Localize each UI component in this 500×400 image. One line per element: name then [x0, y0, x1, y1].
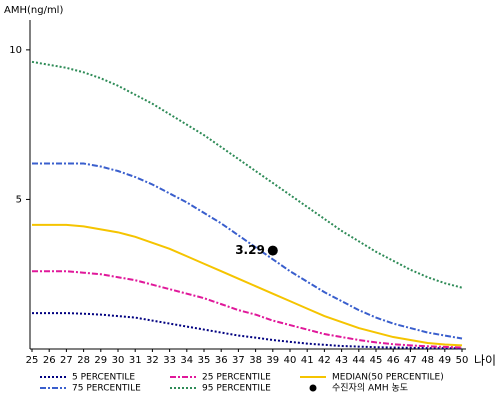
legend-label: 25 PERCENTILE [202, 373, 271, 383]
x-tick-label: 36 [215, 355, 228, 366]
x-tick-label: 31 [129, 355, 142, 366]
series-line [32, 162, 463, 340]
x-tick-label: 35 [198, 355, 211, 366]
x-tick-label: 34 [180, 355, 193, 366]
x-tick-label: 47 [404, 355, 417, 366]
x-tick-label: 28 [77, 355, 90, 366]
series-line [32, 312, 463, 350]
x-tick-label: 38 [249, 355, 262, 366]
series-line [31, 60, 463, 289]
x-tick-label: 45 [370, 355, 383, 366]
x-tick-label: 44 [352, 355, 365, 366]
patient-point [267, 245, 278, 256]
x-tick-label: 26 [43, 355, 56, 366]
legend-label: 5 PERCENTILE [72, 373, 135, 383]
x-tick-label: 29 [94, 355, 107, 366]
x-tick-label: 43 [335, 355, 348, 366]
x-tick-label: 32 [146, 355, 159, 366]
legend-marker [309, 384, 317, 392]
x-tick-label: 25 [26, 355, 39, 366]
x-tick-label: 42 [318, 355, 331, 366]
legend-label: 75 PERCENTILE [72, 384, 141, 394]
x-tick-label: 49 [438, 355, 451, 366]
x-tick-label: 27 [60, 355, 73, 366]
x-tick-label: 46 [387, 355, 400, 366]
x-tick-label: 50 [456, 355, 469, 366]
y-axis-label: AMH(ng/ml) [4, 5, 63, 16]
x-tick-label: 37 [232, 355, 245, 366]
x-tick-label: 30 [112, 355, 125, 366]
x-tick-label: 39 [266, 355, 279, 366]
x-tick-label: 33 [163, 355, 176, 366]
x-tick-label: 40 [284, 355, 297, 366]
x-axis-label: 나이 [474, 354, 496, 368]
point-label: 3.29 [235, 243, 265, 257]
x-tick-label: 41 [301, 355, 314, 366]
legend-label: 수진자의 AMH 농도 [332, 383, 408, 394]
x-tick-label: 48 [421, 355, 434, 366]
legend-label: MEDIAN(50 PERCENTILE) [332, 373, 444, 383]
series-line [32, 270, 463, 349]
series-line [32, 223, 463, 347]
legend-label: 95 PERCENTILE [202, 384, 271, 394]
y-tick-label: 10 [9, 45, 22, 56]
y-tick-label: 5 [16, 194, 22, 205]
